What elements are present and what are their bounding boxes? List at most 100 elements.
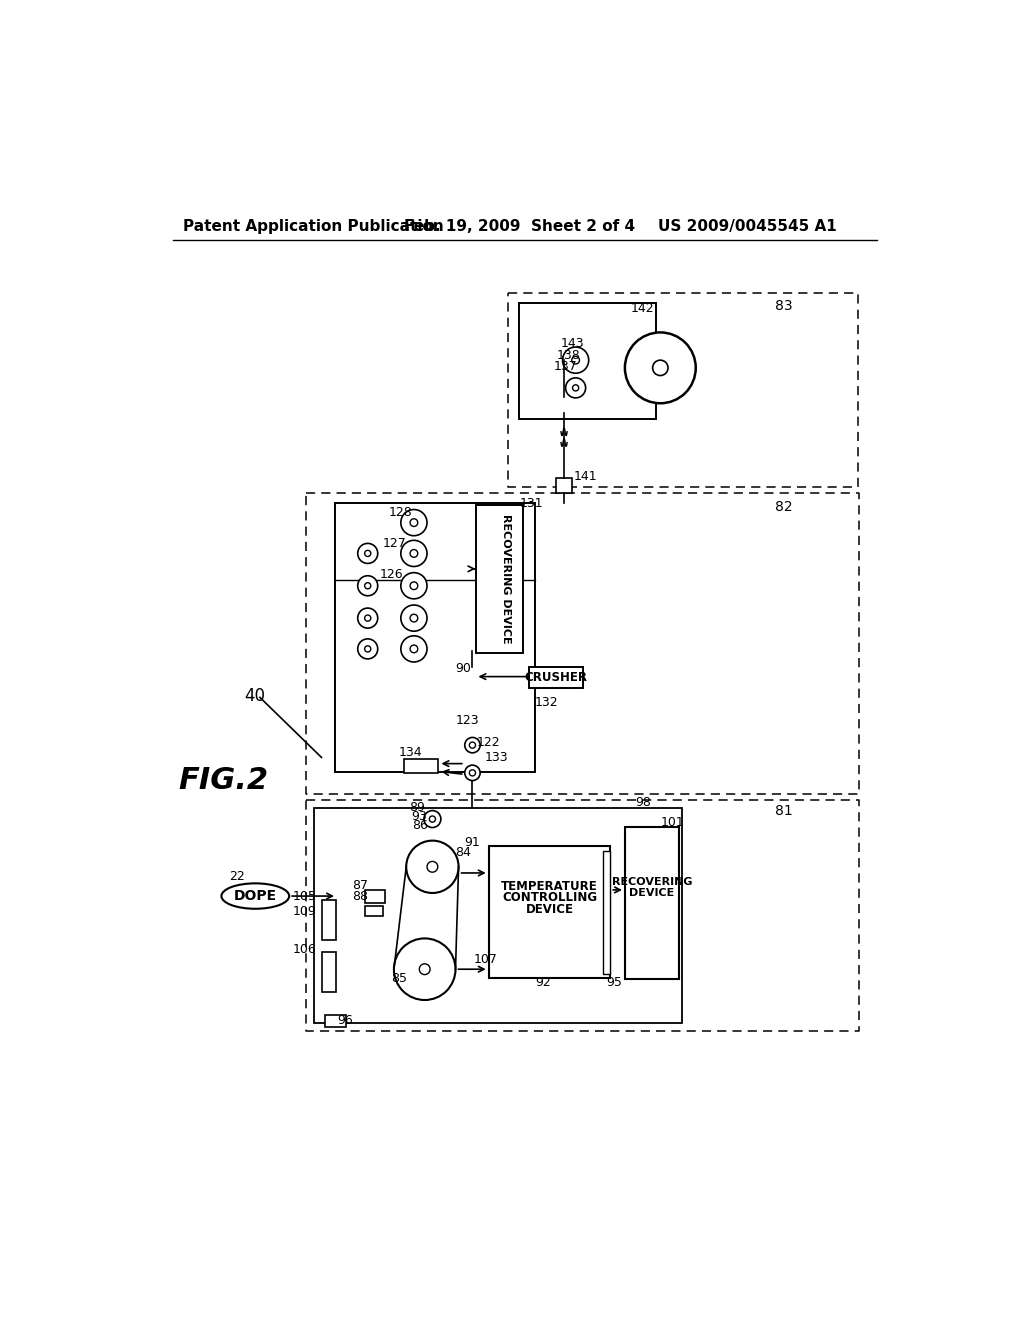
Bar (529, 667, 584, 688)
Circle shape (410, 614, 418, 622)
Text: 85: 85 (391, 972, 407, 985)
Bar (322, 952, 336, 991)
Circle shape (410, 645, 418, 653)
Circle shape (571, 356, 580, 364)
Circle shape (469, 770, 475, 776)
Bar (325, 1015, 346, 1027)
Circle shape (357, 609, 378, 628)
Text: CRUSHER: CRUSHER (525, 671, 588, 684)
Text: 127: 127 (383, 537, 407, 550)
Text: 105: 105 (293, 890, 316, 903)
Text: 95: 95 (606, 975, 623, 989)
Bar (335, 503, 535, 772)
Circle shape (400, 573, 427, 599)
Text: 87: 87 (352, 879, 369, 892)
Circle shape (419, 964, 430, 974)
Circle shape (572, 385, 579, 391)
Bar (313, 808, 682, 1023)
Circle shape (424, 810, 441, 828)
Bar (625, 826, 679, 979)
Circle shape (400, 510, 427, 536)
Text: DOPE: DOPE (233, 890, 276, 903)
Text: TEMPERATURE: TEMPERATURE (501, 879, 598, 892)
Circle shape (394, 939, 456, 1001)
Text: 101: 101 (660, 816, 684, 829)
Circle shape (410, 582, 418, 590)
Circle shape (652, 360, 668, 376)
Bar (365, 890, 385, 903)
Circle shape (429, 816, 435, 822)
Circle shape (365, 550, 371, 557)
Circle shape (400, 605, 427, 631)
Circle shape (565, 378, 586, 397)
Text: 81: 81 (775, 804, 793, 818)
Text: 86: 86 (413, 820, 428, 833)
Circle shape (357, 544, 378, 564)
Text: 83: 83 (775, 300, 793, 313)
Circle shape (427, 862, 438, 873)
Text: 93: 93 (411, 810, 427, 824)
Text: DEVICE: DEVICE (525, 903, 573, 916)
Text: 40: 40 (245, 686, 265, 705)
Text: 106: 106 (293, 944, 316, 957)
Text: CONTROLLING: CONTROLLING (502, 891, 597, 904)
Text: 96: 96 (337, 1014, 352, 1027)
Text: 134: 134 (398, 746, 422, 759)
Text: 143: 143 (560, 337, 584, 350)
Text: FIG.2: FIG.2 (178, 766, 268, 795)
Ellipse shape (221, 883, 289, 908)
Text: 89: 89 (410, 801, 425, 814)
Circle shape (410, 519, 418, 527)
Circle shape (365, 582, 371, 589)
Text: 132: 132 (535, 696, 558, 709)
Text: 82: 82 (775, 500, 793, 515)
Text: 92: 92 (536, 975, 551, 989)
Text: 123: 123 (456, 714, 479, 727)
Text: 133: 133 (484, 751, 508, 764)
Text: 128: 128 (388, 506, 413, 519)
Bar (465, 680, 480, 705)
Circle shape (365, 645, 371, 652)
Circle shape (625, 333, 695, 404)
Text: 137: 137 (554, 360, 578, 372)
Text: 109: 109 (293, 906, 316, 917)
Text: 90: 90 (456, 663, 471, 676)
Bar (603, 850, 610, 974)
Text: 98: 98 (635, 796, 651, 809)
Text: 91: 91 (465, 836, 480, 849)
Text: 84: 84 (456, 846, 471, 859)
Text: 22: 22 (229, 870, 245, 883)
Text: Feb. 19, 2009  Sheet 2 of 4: Feb. 19, 2009 Sheet 2 of 4 (403, 219, 635, 234)
Text: RECOVERING DEVICE: RECOVERING DEVICE (501, 513, 511, 644)
Circle shape (365, 615, 371, 622)
Circle shape (469, 742, 475, 748)
Text: 131: 131 (519, 496, 543, 510)
Circle shape (407, 841, 459, 894)
Circle shape (410, 549, 418, 557)
Text: US 2009/0045545 A1: US 2009/0045545 A1 (658, 219, 837, 234)
Text: 142: 142 (631, 302, 654, 315)
Circle shape (357, 576, 378, 595)
Text: 88: 88 (352, 890, 369, 903)
Bar (519, 304, 656, 418)
Text: Patent Application Publication: Patent Application Publication (183, 219, 443, 234)
Bar (403, 759, 438, 774)
Circle shape (400, 540, 427, 566)
Bar (475, 506, 523, 653)
Text: 122: 122 (477, 737, 501, 750)
Text: RECOVERING: RECOVERING (611, 878, 692, 887)
Circle shape (465, 738, 480, 752)
Circle shape (469, 751, 475, 758)
Circle shape (465, 766, 480, 780)
Text: DEVICE: DEVICE (629, 888, 675, 898)
Circle shape (562, 347, 589, 374)
Text: 138: 138 (557, 348, 581, 362)
Circle shape (357, 639, 378, 659)
Circle shape (400, 636, 427, 663)
Text: 141: 141 (573, 470, 597, 483)
Bar (556, 478, 571, 494)
Bar (465, 711, 480, 725)
Bar (322, 900, 336, 940)
Bar (488, 846, 610, 978)
Circle shape (465, 747, 480, 762)
